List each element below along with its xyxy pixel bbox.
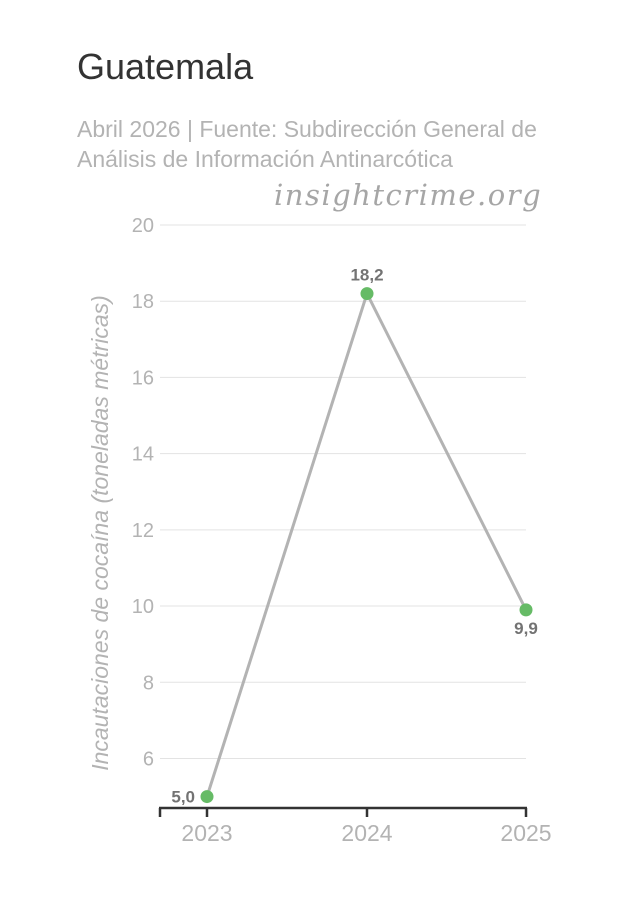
data-point [360,287,374,301]
y-tick-label: 12 [132,520,154,542]
x-tick-label: 2024 [341,820,392,846]
y-tick-label: 16 [132,367,154,389]
y-tick-label: 8 [143,672,154,694]
y-tick-label: 20 [132,215,154,237]
y-axis-title: Incautaciones de cocaína (toneladas métr… [87,295,113,771]
x-axis: 2023 2024 2025 [158,806,552,846]
x-tick-label: 2023 [181,820,232,846]
data-point [200,790,214,804]
chart-title: Guatemala [77,46,254,87]
y-tick-label: 14 [132,444,154,466]
data-point [519,603,533,617]
grid-lines [160,224,526,759]
x-tick-label: 2025 [500,820,551,846]
series-line [205,292,528,798]
y-axis-ticks: 6 8 10 12 14 16 18 20 [132,215,154,770]
watermark-logo: insightcrime.org [274,178,543,212]
y-tick-label: 6 [143,748,154,770]
data-label: 9,9 [514,619,538,638]
data-label: 18,2 [350,266,383,285]
y-tick-label: 10 [132,596,154,618]
series: 5,0 18,2 9,9 [171,266,537,807]
data-label: 5,0 [171,788,195,807]
chart-subtitle: Abril 2026 | Fuente: Subdirección Genera… [77,116,537,172]
y-tick-label: 18 [132,291,154,313]
